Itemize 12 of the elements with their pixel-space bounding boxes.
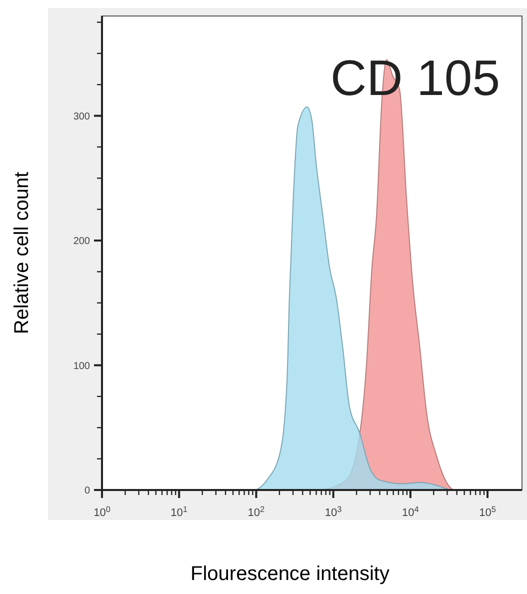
y-tick-label: 100 xyxy=(73,360,90,372)
x-tick-label: 10$^{2}$ xyxy=(248,504,266,519)
y-tick-label: 200 xyxy=(73,236,90,248)
y-tick-label: 0 xyxy=(84,486,90,496)
y-axis-title: Relative cell count xyxy=(11,171,33,334)
y-tick-label: 300 xyxy=(73,111,90,122)
x-tick-label: 10$^{3}$ xyxy=(324,504,342,519)
x-tick-label: 10$^{4}$ xyxy=(402,504,420,519)
x-axis-title: Flourescence intensity xyxy=(190,563,390,585)
x-tick-label: 10$^{5}$ xyxy=(479,504,496,519)
x-tick-label: 10$^{0}$ xyxy=(94,504,111,519)
x-tick-label: 10$^{1}$ xyxy=(170,504,188,519)
